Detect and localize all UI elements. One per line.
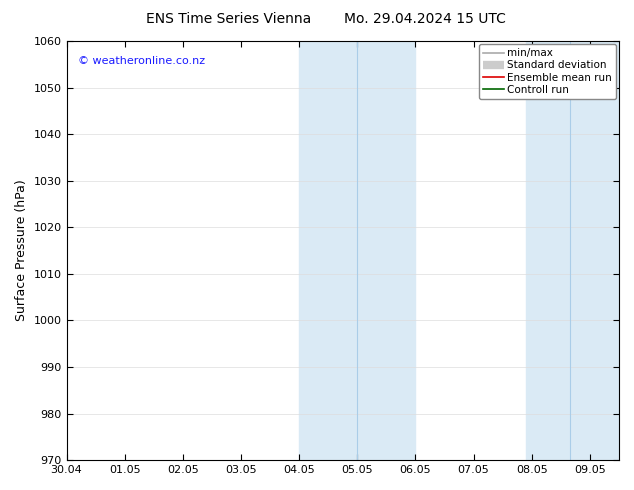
Text: Mo. 29.04.2024 15 UTC: Mo. 29.04.2024 15 UTC bbox=[344, 12, 506, 26]
Bar bbox=[299, 41, 415, 460]
Text: ENS Time Series Vienna: ENS Time Series Vienna bbox=[146, 12, 311, 26]
Bar bbox=[526, 41, 619, 460]
Text: © weatheronline.co.nz: © weatheronline.co.nz bbox=[77, 56, 205, 66]
Legend: min/max, Standard deviation, Ensemble mean run, Controll run: min/max, Standard deviation, Ensemble me… bbox=[479, 44, 616, 99]
Y-axis label: Surface Pressure (hPa): Surface Pressure (hPa) bbox=[15, 180, 28, 321]
